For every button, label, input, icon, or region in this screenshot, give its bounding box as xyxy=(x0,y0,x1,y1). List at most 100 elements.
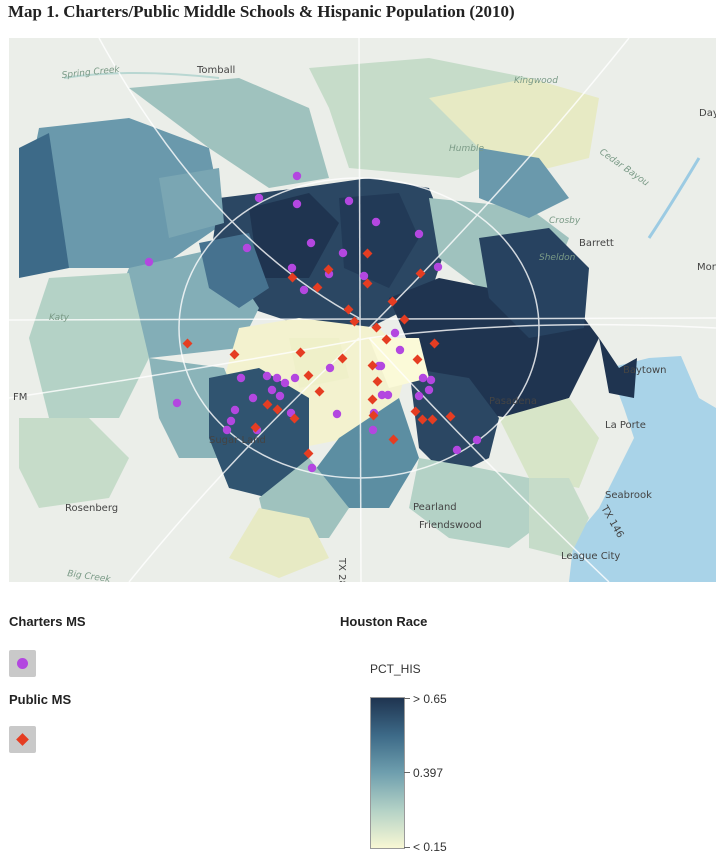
ramp-tick-high xyxy=(404,698,410,699)
charter-school-marker xyxy=(395,345,405,355)
svg-text:Sugar Land: Sugar Land xyxy=(209,435,266,446)
charter-school-marker xyxy=(292,199,302,209)
charter-school-marker xyxy=(307,463,317,473)
charter-school-marker xyxy=(299,285,309,295)
charter-school-marker xyxy=(262,371,272,381)
legend-public-label: Public MS xyxy=(9,692,72,707)
svg-text:Seabrook: Seabrook xyxy=(605,490,652,501)
map-title: Map 1. Charters/Public Middle Schools & … xyxy=(8,2,515,21)
charter-school-marker xyxy=(338,248,348,258)
public-school-marker xyxy=(303,370,314,381)
public-school-marker xyxy=(381,334,392,345)
legend-race-title: Houston Race xyxy=(340,614,428,629)
choropleth-map[interactable]: Spring Creek Tomball Day Cedar Bayou Bar… xyxy=(9,38,716,582)
public-school-marker xyxy=(387,296,398,307)
charter-school-marker xyxy=(383,390,393,400)
charter-school-marker xyxy=(267,385,277,395)
charter-school-marker xyxy=(248,393,258,403)
charter-school-marker xyxy=(280,378,290,388)
public-school-marker xyxy=(314,386,325,397)
svg-text:Sheldon: Sheldon xyxy=(539,253,576,263)
legend-field-name: PCT_HIS xyxy=(370,662,421,676)
svg-text:Pearland: Pearland xyxy=(413,502,457,513)
charter-school-markers[interactable] xyxy=(144,171,482,473)
public-school-markers[interactable] xyxy=(182,248,456,459)
legend-public-symbol xyxy=(9,726,36,753)
svg-text:Crosby: Crosby xyxy=(549,216,581,226)
charter-school-marker xyxy=(172,398,182,408)
svg-text:Day: Day xyxy=(699,108,716,119)
purple-circle-icon xyxy=(17,658,28,669)
tract-polygons xyxy=(19,58,637,578)
public-school-marker xyxy=(343,304,354,315)
public-school-marker xyxy=(368,410,379,421)
galveston-bay-water xyxy=(569,356,716,582)
public-school-marker xyxy=(289,413,300,424)
svg-text:Barrett: Barrett xyxy=(579,238,614,249)
road-network xyxy=(9,38,716,582)
charter-school-marker xyxy=(424,385,434,395)
public-school-marker xyxy=(372,376,383,387)
svg-text:Kingwood: Kingwood xyxy=(514,76,558,86)
public-school-marker xyxy=(182,338,193,349)
public-school-marker xyxy=(229,349,240,360)
charter-school-marker xyxy=(292,171,302,181)
ramp-tick-mid xyxy=(404,772,410,773)
charter-school-marker xyxy=(426,375,436,385)
charter-school-marker xyxy=(236,373,246,383)
public-school-marker xyxy=(349,316,360,327)
charter-school-marker xyxy=(287,263,297,273)
ramp-label-mid: 0.397 xyxy=(413,766,444,780)
charter-school-marker xyxy=(290,373,300,383)
charter-school-marker xyxy=(254,193,264,203)
public-school-marker xyxy=(303,448,314,459)
charter-school-marker xyxy=(332,409,342,419)
cedar-bayou-water xyxy=(647,157,701,239)
charter-school-marker xyxy=(222,425,232,435)
public-school-marker xyxy=(410,406,421,417)
svg-text:Tomball: Tomball xyxy=(196,65,235,76)
public-school-marker xyxy=(371,322,382,333)
charter-school-marker xyxy=(306,238,316,248)
spring-creek-water xyxy=(63,72,220,79)
svg-text:TX 288 N: TX 288 N xyxy=(336,557,347,582)
charter-school-marker xyxy=(374,361,384,371)
public-school-marker xyxy=(337,353,348,364)
public-school-marker xyxy=(367,360,378,371)
public-school-marker xyxy=(272,404,283,415)
svg-text:FM: FM xyxy=(13,392,27,403)
charter-school-marker xyxy=(414,229,424,239)
legend-charter-symbol xyxy=(9,650,36,677)
public-school-marker xyxy=(362,248,373,259)
legend-charters-label: Charters MS xyxy=(9,614,86,629)
charter-school-marker xyxy=(371,217,381,227)
public-school-marker xyxy=(388,434,399,445)
charter-school-marker xyxy=(272,373,282,383)
public-school-marker xyxy=(295,347,306,358)
charter-school-marker xyxy=(414,391,424,401)
ramp-tick-low xyxy=(404,847,410,848)
svg-text:Katy: Katy xyxy=(49,313,70,323)
charter-school-marker xyxy=(242,243,252,253)
charter-school-marker xyxy=(368,425,378,435)
public-school-marker xyxy=(429,338,440,349)
ramp-label-high: > 0.65 xyxy=(413,692,447,706)
svg-text:Mon: Mon xyxy=(697,262,716,273)
charter-school-marker xyxy=(325,363,335,373)
public-school-marker xyxy=(445,411,456,422)
svg-text:League City: League City xyxy=(561,551,620,562)
svg-text:Baytown: Baytown xyxy=(623,365,666,376)
charter-school-marker xyxy=(230,405,240,415)
public-school-marker xyxy=(367,394,378,405)
charter-school-marker xyxy=(452,445,462,455)
public-school-marker xyxy=(412,354,423,365)
public-school-marker xyxy=(399,314,410,325)
charter-school-marker xyxy=(390,328,400,338)
charter-school-marker xyxy=(275,391,285,401)
charter-school-marker xyxy=(344,196,354,206)
svg-text:Pasadena: Pasadena xyxy=(489,396,537,407)
svg-text:Friendswood: Friendswood xyxy=(419,520,482,531)
svg-text:Humble: Humble xyxy=(449,144,484,154)
svg-text:Rosenberg: Rosenberg xyxy=(65,503,118,514)
color-ramp xyxy=(370,697,405,849)
